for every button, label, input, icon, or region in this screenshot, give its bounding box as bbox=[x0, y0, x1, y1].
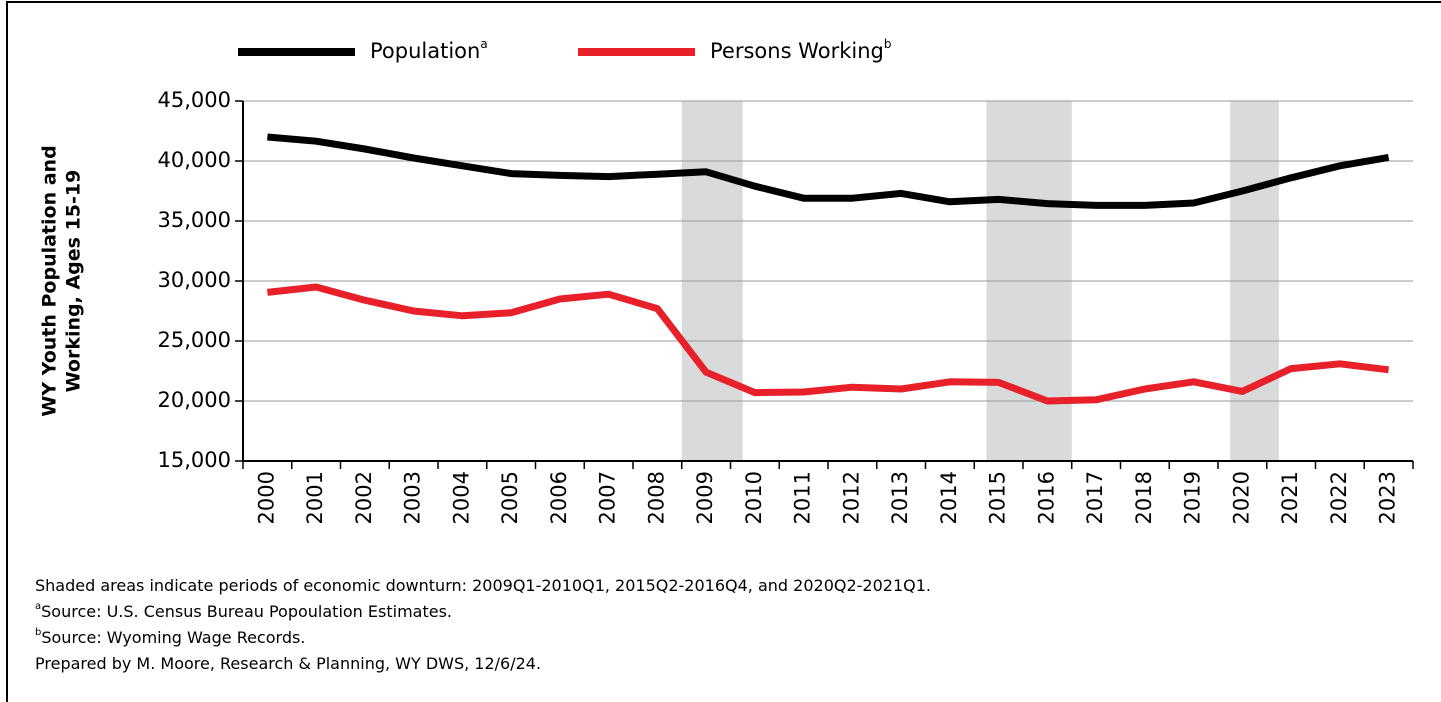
y-axis-title: Working, Ages 15-19 bbox=[63, 170, 85, 393]
y-tick-label: 20,000 bbox=[158, 388, 231, 412]
x-tick-label: 2007 bbox=[596, 471, 620, 524]
x-tick-label: 2008 bbox=[644, 471, 668, 524]
y-tick-label: 40,000 bbox=[158, 148, 231, 172]
y-axis-title: WY Youth Population and bbox=[39, 145, 61, 416]
footnote: Prepared by M. Moore, Research & Plannin… bbox=[35, 654, 541, 673]
x-tick-label: 2003 bbox=[401, 471, 425, 524]
x-tick-label: 2010 bbox=[742, 471, 766, 524]
x-tick-label: 2015 bbox=[986, 471, 1010, 524]
x-tick-label: 2002 bbox=[352, 471, 376, 524]
footnote: bSource: Wyoming Wage Records. bbox=[35, 627, 305, 647]
x-tick-label: 2019 bbox=[1181, 471, 1205, 524]
legend-label: Persons Workingb bbox=[710, 37, 891, 64]
x-tick-label: 2014 bbox=[937, 471, 961, 524]
footnote-mark: a bbox=[35, 601, 41, 612]
x-tick-label: 2016 bbox=[1034, 471, 1058, 524]
x-tick-label: 2017 bbox=[1083, 471, 1107, 524]
x-tick-label: 2018 bbox=[1132, 471, 1156, 524]
y-tick-label: 35,000 bbox=[158, 208, 231, 232]
x-tick-label: 2006 bbox=[547, 471, 571, 524]
x-tick-label: 2020 bbox=[1229, 471, 1253, 524]
x-tick-label: 2023 bbox=[1376, 471, 1400, 524]
x-tick-label: 2000 bbox=[254, 471, 278, 524]
series-line bbox=[267, 133, 1390, 209]
x-tick-label: 2009 bbox=[693, 471, 717, 524]
footnote-mark: b bbox=[35, 627, 41, 638]
x-tick-label: 2012 bbox=[839, 471, 863, 524]
legend-name: Population bbox=[370, 39, 480, 63]
x-tick-label: 2021 bbox=[1278, 471, 1302, 524]
y-tick-label: 15,000 bbox=[158, 448, 231, 472]
legend-note: a bbox=[480, 37, 487, 51]
legend-label: Populationa bbox=[370, 37, 488, 64]
footnote-text: Source: Wyoming Wage Records. bbox=[41, 628, 305, 647]
y-tick-label: 45,000 bbox=[158, 88, 231, 112]
x-tick-label: 2013 bbox=[888, 471, 912, 524]
x-tick-label: 2011 bbox=[791, 471, 815, 524]
footnote-text: Shaded areas indicate periods of economi… bbox=[35, 576, 931, 595]
frame bbox=[6, 1, 1441, 702]
footnote-text: Prepared by M. Moore, Research & Plannin… bbox=[35, 654, 541, 673]
y-tick-label: 25,000 bbox=[158, 328, 231, 352]
footnote-text: Source: U.S. Census Bureau Popoulation E… bbox=[41, 602, 452, 621]
x-tick-label: 2022 bbox=[1327, 471, 1351, 524]
legend-name: Persons Working bbox=[710, 39, 884, 63]
x-tick-label: 2001 bbox=[303, 471, 327, 524]
footnote: aSource: U.S. Census Bureau Popoulation … bbox=[35, 601, 452, 621]
y-tick-label: 30,000 bbox=[158, 268, 231, 292]
x-tick-label: 2005 bbox=[498, 471, 522, 524]
series-line bbox=[266, 283, 1390, 405]
x-tick-label: 2004 bbox=[449, 471, 473, 524]
footnote: Shaded areas indicate periods of economi… bbox=[35, 576, 931, 595]
legend-note: b bbox=[884, 37, 892, 51]
